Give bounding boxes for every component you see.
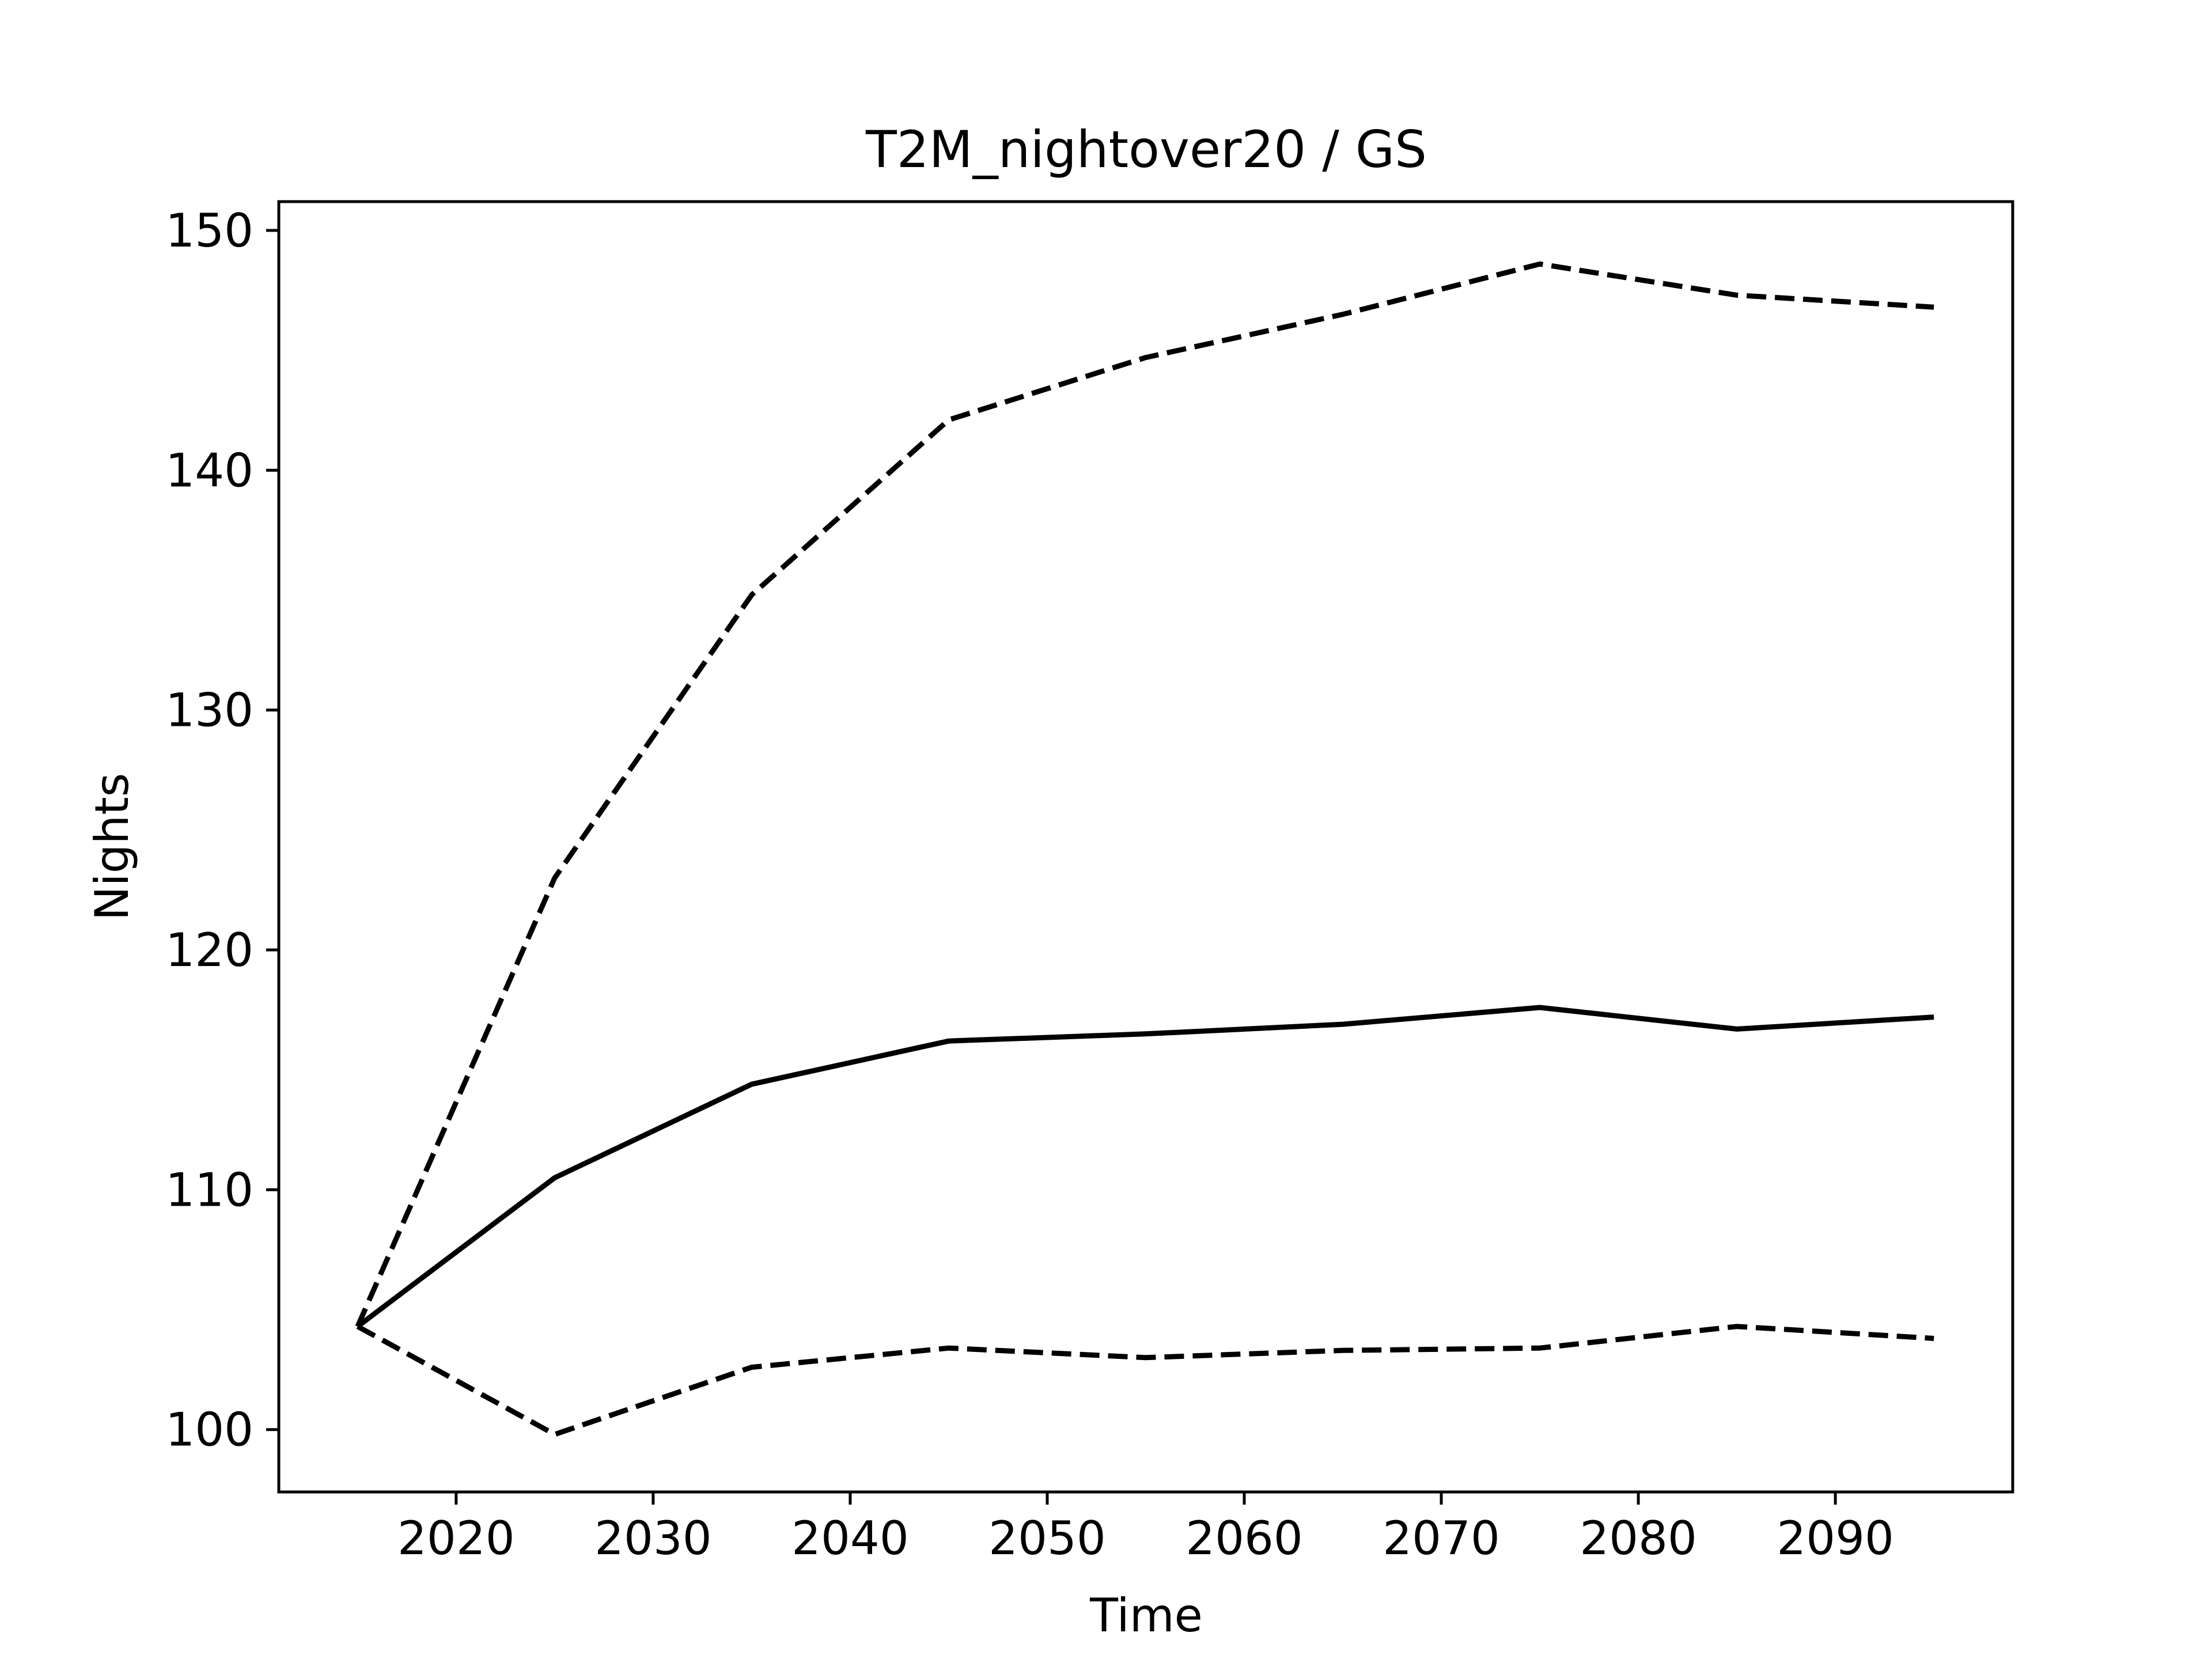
x-tick-label: 2030 — [594, 1512, 712, 1565]
y-tick-label: 100 — [165, 1403, 253, 1457]
y-tick-label: 110 — [165, 1163, 253, 1217]
y-tick-label: 120 — [165, 923, 253, 977]
x-tick-label: 2040 — [791, 1512, 909, 1565]
y-tick-label: 150 — [165, 204, 253, 257]
y-tick-label: 130 — [165, 684, 253, 737]
x-axis-label: Time — [1089, 1589, 1203, 1642]
series-line-3 — [356, 1324, 1934, 1437]
chart-title: T2M_nightover20 / GS — [865, 120, 1427, 179]
x-tick-label: 2080 — [1580, 1512, 1697, 1565]
y-axis-label: Nights — [85, 773, 139, 921]
series-line-1 — [356, 1005, 1934, 1329]
x-tick-label: 2090 — [1777, 1512, 1894, 1565]
x-tick-label: 2020 — [397, 1512, 515, 1565]
x-tick-label: 2050 — [988, 1512, 1106, 1565]
y-tick-label: 140 — [165, 444, 253, 497]
y-ticks: 100 110 120 130 140 150 — [165, 204, 279, 1457]
plot-frame — [277, 200, 2014, 1494]
x-tick-label: 2060 — [1185, 1512, 1303, 1565]
x-ticks: 2020 2030 2040 2050 2060 2070 2080 2090 — [397, 1492, 1894, 1565]
x-tick-label: 2070 — [1382, 1512, 1500, 1565]
series-layer — [355, 261, 1934, 1437]
series-line-2 — [355, 261, 1934, 1328]
